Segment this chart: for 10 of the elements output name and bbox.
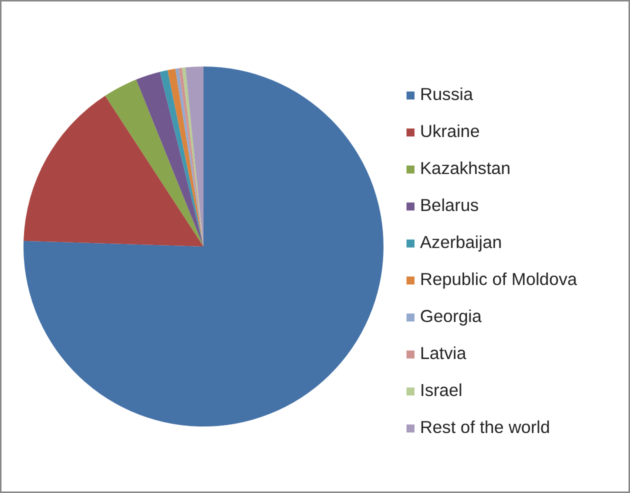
legend-label: Rest of the world: [420, 417, 550, 438]
legend-label: Israel: [420, 380, 462, 401]
legend-label: Azerbaijan: [420, 232, 502, 253]
legend-label: Latvia: [420, 343, 466, 364]
legend-label: Republic of Moldova: [420, 269, 578, 290]
legend-label: Ukraine: [420, 121, 480, 142]
legend-label: Kazakhstan: [420, 158, 511, 179]
legend-label: Georgia: [420, 306, 482, 327]
legend-label: Belarus: [420, 195, 479, 216]
legend-label: Russia: [420, 84, 473, 105]
